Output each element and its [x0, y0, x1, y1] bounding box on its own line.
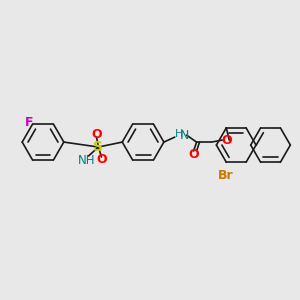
Text: F: F [24, 116, 33, 129]
Text: Br: Br [218, 169, 233, 182]
Text: H: H [175, 129, 183, 139]
Text: O: O [221, 134, 232, 147]
Text: O: O [96, 153, 107, 167]
Text: N: N [180, 129, 189, 142]
Text: O: O [188, 148, 199, 161]
Text: S: S [94, 140, 103, 154]
Text: O: O [91, 128, 102, 141]
Text: NH: NH [78, 154, 95, 167]
